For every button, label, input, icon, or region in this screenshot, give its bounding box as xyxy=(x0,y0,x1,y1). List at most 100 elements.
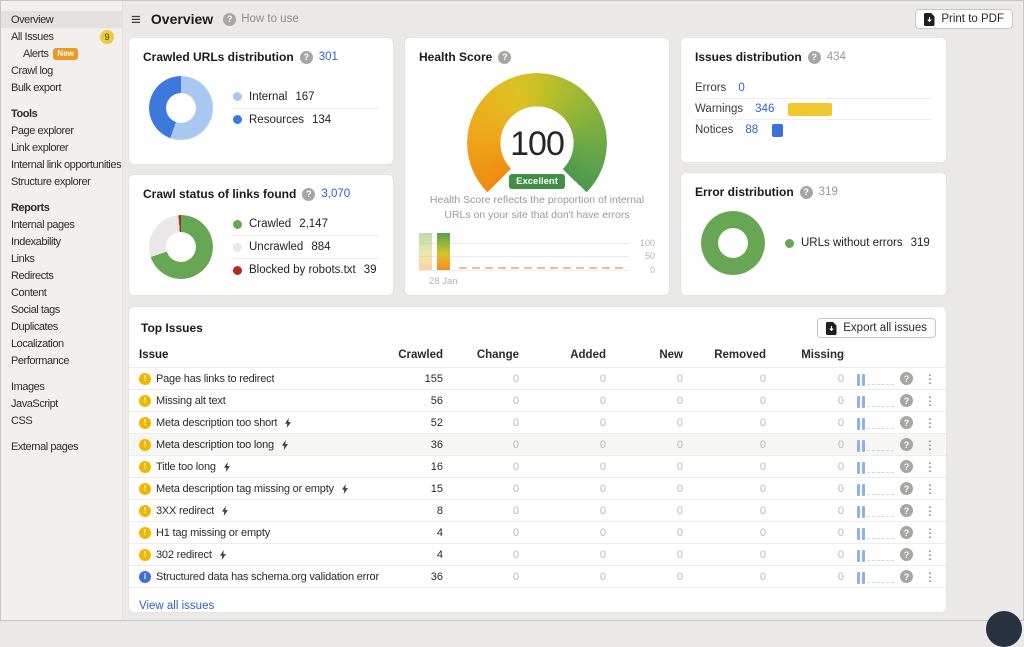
help-icon[interactable]: ? xyxy=(799,185,813,199)
issue-help-icon[interactable]: ? xyxy=(900,482,913,495)
error-distribution-donut-chart xyxy=(701,211,765,275)
quick-fix-icon xyxy=(222,505,229,516)
card-title: Health Score xyxy=(419,50,493,64)
issue-help-icon[interactable]: ? xyxy=(900,438,913,451)
issue-help-icon[interactable]: ? xyxy=(900,372,913,385)
issue-help-icon[interactable]: ? xyxy=(900,394,913,407)
row-menu-icon[interactable]: ⋮ xyxy=(924,393,936,408)
distribution-value-link[interactable]: 346 xyxy=(755,103,775,115)
legend-dot xyxy=(233,92,242,101)
distribution-value-link[interactable]: 0 xyxy=(738,81,745,94)
issue-severity-icon: ! xyxy=(139,504,151,517)
legend-dot xyxy=(233,219,242,229)
distribution-value-link[interactable]: 88 xyxy=(745,124,759,136)
how-to-use-link[interactable]: ? How to use xyxy=(223,12,299,26)
issue-help-icon[interactable]: ? xyxy=(900,504,913,517)
sidebar-item[interactable]: Indexability xyxy=(11,235,61,248)
row-menu-icon[interactable]: ⋮ xyxy=(924,481,936,496)
issue-sparkline xyxy=(857,460,894,474)
export-icon xyxy=(826,321,837,335)
view-all-issues-link[interactable]: View all issues xyxy=(139,600,215,612)
print-to-pdf-button[interactable]: Print to PDF xyxy=(915,9,1013,29)
table-row[interactable]: ! Missing alt text 56 0 0 0 0 0 ? xyxy=(129,389,946,411)
sidebar-item[interactable]: Internal link opportunities xyxy=(11,158,122,171)
sidebar-item[interactable]: Images xyxy=(11,380,45,393)
issue-help-icon[interactable]: ? xyxy=(900,416,913,429)
help-icon[interactable]: ? xyxy=(302,187,316,201)
issue-help-icon[interactable]: ? xyxy=(900,548,913,561)
legend-item: Uncrawled 884 xyxy=(233,235,379,258)
row-menu-icon[interactable]: ⋮ xyxy=(924,459,936,474)
table-row[interactable]: ! Meta description too short 52 0 0 0 0 … xyxy=(129,411,946,433)
sidebar-item[interactable]: Content xyxy=(11,286,47,299)
sidebar-item[interactable]: All Issues 9 xyxy=(1,28,122,45)
topbar: ≡ Overview ? How to use Print to PDF xyxy=(123,1,1023,37)
sidebar-item[interactable]: Redirects xyxy=(11,269,54,282)
issue-help-icon[interactable]: ? xyxy=(900,526,913,539)
help-icon[interactable]: ? xyxy=(498,50,512,64)
health-score-rating: Excellent xyxy=(509,174,565,189)
sidebar-item[interactable]: Link explorer xyxy=(11,141,69,154)
row-menu-icon[interactable]: ⋮ xyxy=(924,569,936,584)
sidebar-item[interactable]: Structure explorer xyxy=(11,175,91,188)
gauge-arc xyxy=(467,73,607,213)
sidebar-item[interactable]: JavaScript xyxy=(11,397,58,410)
sidebar-item[interactable]: Social tags xyxy=(11,303,60,316)
row-menu-icon[interactable]: ⋮ xyxy=(924,525,936,540)
row-menu-icon[interactable]: ⋮ xyxy=(924,503,936,518)
sidebar-item[interactable]: Bulk export xyxy=(11,81,62,94)
help-icon[interactable]: ? xyxy=(807,50,821,64)
menu-icon[interactable]: ≡ xyxy=(131,9,141,29)
legend-dot xyxy=(785,238,794,248)
sidebar-item[interactable]: CSS xyxy=(11,414,33,427)
issue-help-icon[interactable]: ? xyxy=(900,460,913,473)
issue-sparkline xyxy=(857,482,894,496)
sidebar-item: Tools xyxy=(11,107,38,120)
sidebar: Overview All Issues 9 Alerts New xyxy=(1,1,123,620)
sidebar-item[interactable]: Localization xyxy=(11,337,64,350)
total-link[interactable]: 3,070 xyxy=(321,188,351,200)
issue-sparkline xyxy=(857,548,894,562)
row-menu-icon[interactable]: ⋮ xyxy=(924,371,936,386)
table-row[interactable]: i Structured data has schema.org validat… xyxy=(129,565,946,587)
sidebar-item[interactable]: Crawl log xyxy=(11,64,53,77)
table-row[interactable]: ! Title too long 16 0 0 0 0 0 ? xyxy=(129,455,946,477)
total-link[interactable]: 301 xyxy=(318,51,338,63)
total-value: 319 xyxy=(818,186,838,198)
history-bar xyxy=(419,233,432,271)
row-menu-icon[interactable]: ⋮ xyxy=(924,437,936,452)
legend-dot xyxy=(233,242,242,252)
issue-severity-icon: ! xyxy=(139,372,151,385)
sidebar-item[interactable]: Links xyxy=(11,252,35,265)
table-row[interactable]: ! Meta description tag missing or empty … xyxy=(129,477,946,499)
top-issues-card: Top Issues Export all issues Issue Crawl… xyxy=(128,306,947,613)
issue-help-icon[interactable]: ? xyxy=(900,570,913,583)
table-row[interactable]: ! H1 tag missing or empty 4 0 0 0 0 0 ? xyxy=(129,521,946,543)
legend-dot xyxy=(233,265,242,275)
new-badge: New xyxy=(53,47,78,60)
sidebar-item[interactable]: Page explorer xyxy=(11,124,74,137)
table-row[interactable]: ! 3XX redirect 8 0 0 0 0 0 ? xyxy=(129,499,946,521)
health-score-card: Health Score ? 100 Excellent Health Scor… xyxy=(404,37,670,296)
sidebar-item[interactable]: Duplicates xyxy=(11,320,58,333)
row-menu-icon[interactable]: ⋮ xyxy=(924,415,936,430)
sidebar-item: Reports xyxy=(11,201,50,214)
health-score-gauge: 100 Excellent xyxy=(467,73,607,213)
sidebar-item[interactable]: Internal pages xyxy=(11,218,75,231)
sidebar-item[interactable]: Performance xyxy=(11,354,70,367)
card-title: Crawled URLs distribution xyxy=(143,50,294,64)
table-row[interactable]: ! Meta description too long 36 0 0 0 0 0 xyxy=(129,433,946,455)
issue-severity-icon: ! xyxy=(139,526,151,539)
crawled-urls-donut-chart xyxy=(149,76,213,140)
help-icon[interactable]: ? xyxy=(299,50,313,64)
export-all-issues-button[interactable]: Export all issues xyxy=(817,318,936,338)
table-row[interactable]: ! Page has links to redirect 155 0 0 0 0… xyxy=(129,367,946,389)
chat-widget-button[interactable] xyxy=(986,611,1022,647)
pdf-icon xyxy=(924,12,935,26)
sidebar-item[interactable]: Alerts New xyxy=(1,45,122,62)
sidebar-item[interactable]: External pages xyxy=(11,440,79,453)
table-row[interactable]: ! 302 redirect 4 0 0 0 0 0 ? xyxy=(129,543,946,565)
issue-sparkline xyxy=(857,526,894,540)
row-menu-icon[interactable]: ⋮ xyxy=(924,547,936,562)
sidebar-item[interactable]: Overview xyxy=(1,11,122,28)
